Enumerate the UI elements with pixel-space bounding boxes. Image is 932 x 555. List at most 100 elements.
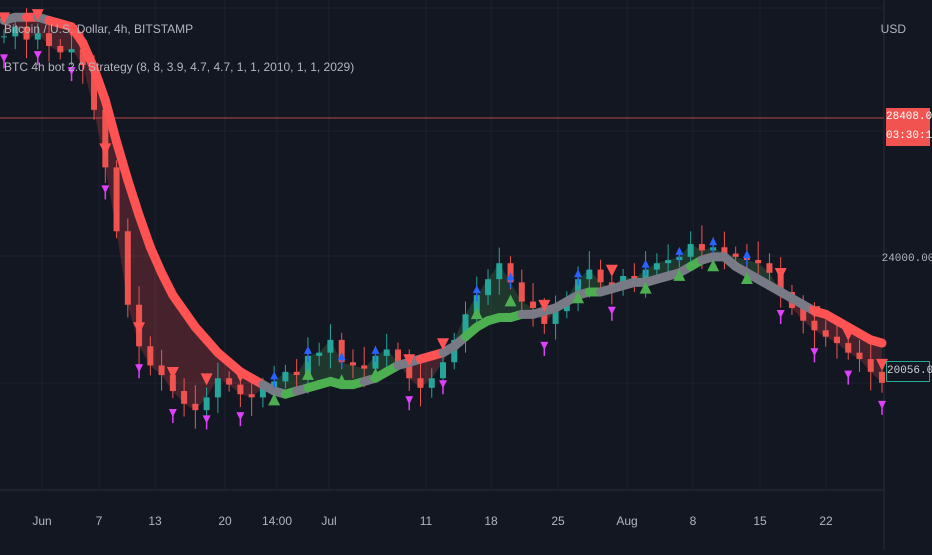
candle-body: [552, 311, 559, 324]
candle-body: [811, 320, 818, 331]
short-signal-triangle: [133, 322, 146, 335]
short-signal-triangle: [0, 12, 10, 25]
entry-arrow-up: [709, 237, 718, 246]
candle-body: [473, 295, 480, 315]
long-signal-triangle: [504, 294, 517, 307]
candle-body: [665, 260, 672, 264]
trend-band-segment: [123, 175, 144, 220]
short-signal-triangle: [774, 267, 787, 280]
entry-arrow-up: [675, 246, 684, 255]
candle-body: [732, 253, 739, 257]
candle-body: [833, 336, 840, 344]
x-tick-label: 18: [484, 514, 498, 528]
candle-body: [293, 371, 300, 376]
trend-fill-segment: [341, 362, 353, 385]
candle-body: [383, 349, 390, 356]
candle-body: [192, 403, 199, 411]
x-tick-label: 11: [420, 514, 433, 528]
candle-body: [316, 352, 323, 356]
candle-body: [372, 355, 379, 369]
candle-body: [46, 33, 53, 46]
candle-body: [124, 231, 131, 305]
candle-body: [34, 33, 41, 40]
candle-body: [822, 330, 829, 337]
candle-body: [687, 244, 694, 257]
short-signal-triangle: [65, 25, 78, 38]
long-signal-triangle: [673, 268, 686, 281]
candle-body: [79, 49, 86, 66]
long-signal-triangle: [707, 259, 720, 272]
candle-body: [282, 371, 289, 382]
candle-body: [169, 375, 176, 392]
trend-band-segment: [78, 38, 99, 73]
candle-body: [755, 260, 762, 264]
entry-arrow-up: [506, 272, 515, 281]
long-signal-triangle: [639, 281, 652, 294]
trend-band-segment: [134, 210, 155, 252]
short-signal-triangle: [234, 370, 247, 383]
candle-body: [237, 384, 244, 395]
candle-body: [496, 263, 503, 280]
candle-body: [586, 269, 593, 280]
candle-body: [428, 378, 435, 388]
candle-body: [462, 314, 469, 340]
entry-arrow-up: [641, 259, 650, 268]
short-signal-triangle: [437, 338, 449, 351]
trend-band-segment: [89, 63, 110, 105]
x-tick-label: Jul: [321, 514, 336, 528]
trend-fill-segment: [769, 272, 781, 292]
candle-body: [597, 269, 604, 283]
candle-body: [845, 343, 852, 353]
indicator-legend[interactable]: BTC 4h bot 2.0 Strategy (8, 8, 3.9, 4.7,…: [4, 60, 355, 74]
candle-body: [304, 355, 311, 376]
x-tick-label: 22: [819, 514, 833, 528]
candle-body: [406, 362, 413, 379]
candle-body: [541, 307, 548, 324]
trend-band-segment: [112, 137, 133, 185]
x-tick-label: 15: [753, 514, 767, 528]
candle-body: [158, 365, 165, 376]
candle-body: [259, 387, 266, 398]
x-tick-label: 20: [218, 514, 232, 528]
candle-body: [653, 263, 660, 270]
entry-arrow-up: [742, 250, 751, 259]
symbol-legend[interactable]: Bitcoin / U.S. Dollar, 4h, BITSTAMP: [4, 22, 194, 36]
candle-body: [102, 109, 109, 168]
x-tick-label: 14:00: [262, 514, 292, 528]
candle-body: [777, 272, 784, 292]
trend-fill-segment: [510, 282, 522, 318]
candle-body: [214, 378, 221, 398]
candle-body: [203, 397, 210, 411]
candle-body: [721, 247, 728, 254]
long-signal-triangle: [572, 291, 585, 304]
x-tick-label: 25: [551, 514, 565, 528]
candle-body: [631, 275, 638, 280]
short-signal-triangle: [166, 367, 179, 380]
trend-fill-segment: [195, 327, 207, 411]
candle-body: [394, 349, 401, 363]
short-signal-triangle: [200, 373, 213, 386]
trend-band-segment: [866, 335, 887, 348]
x-tick-label: 8: [690, 514, 697, 528]
long-signal-triangle: [335, 374, 348, 387]
long-signal-triangle: [369, 367, 382, 380]
trend-band-segment: [100, 95, 122, 147]
long-signal-triangle: [470, 307, 483, 320]
short-signal-triangle: [31, 9, 44, 22]
x-tick-label: Aug: [616, 514, 637, 528]
candle-body: [349, 362, 356, 366]
candle-body: [800, 307, 807, 321]
candle-body: [91, 65, 98, 110]
candle-body: [518, 282, 525, 302]
candle-body: [530, 301, 537, 308]
last-price-tag: 28408.00: [886, 108, 932, 127]
candle-body: [147, 346, 154, 366]
candle-body: [856, 352, 863, 360]
x-tick-label: 7: [96, 514, 103, 528]
candle-body: [57, 45, 64, 53]
x-tick-label: 13: [148, 514, 162, 528]
candle-body: [113, 167, 120, 232]
candle-body: [485, 279, 492, 296]
